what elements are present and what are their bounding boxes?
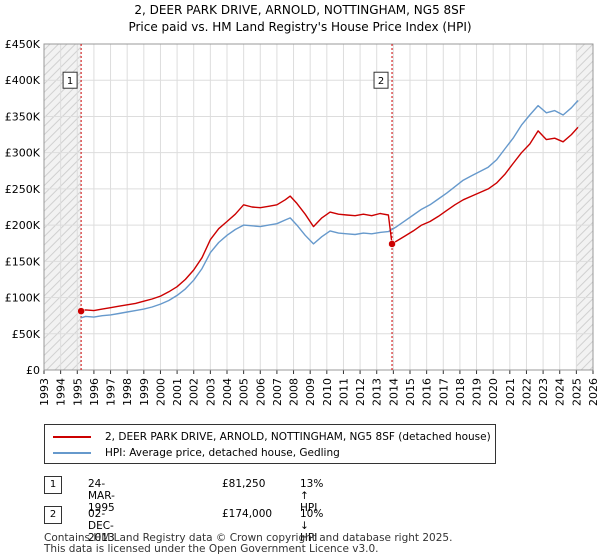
sale-label: 2 (378, 76, 384, 87)
x-tick-label: 2003 (204, 378, 217, 406)
legend-item-hpi: HPI: Average price, detached house, Gedl… (53, 445, 340, 461)
x-tick-label: 2018 (454, 378, 467, 406)
footer-license: This data is licensed under the Open Gov… (44, 543, 379, 555)
x-tick-label: 2017 (437, 378, 450, 406)
x-tick-label: 2019 (471, 378, 484, 406)
y-tick-label: £150K (5, 255, 41, 268)
transaction-price: £174,000 (222, 508, 273, 520)
plot-border (43, 43, 594, 371)
x-tick-label: 2005 (238, 378, 251, 406)
y-tick-label: £0 (26, 364, 40, 377)
transaction-date: 02-DEC-2013 (88, 508, 115, 544)
plot-area (44, 44, 593, 370)
x-tick-label: 1995 (71, 378, 84, 406)
x-tick-label: 2000 (154, 378, 167, 406)
x-tick-label: 2016 (421, 378, 434, 406)
sale-label: 1 (67, 76, 73, 87)
x-tick-label: 2015 (404, 378, 417, 406)
y-tick-label: £250K (5, 183, 41, 196)
x-tick-label: 2021 (504, 378, 517, 406)
footer-copyright: Contains HM Land Registry data © Crown c… (44, 532, 453, 544)
chart-title: 2, DEER PARK DRIVE, ARNOLD, NOTTINGHAM, … (134, 3, 466, 17)
sale-point (77, 307, 85, 315)
x-tick-label: 2001 (171, 378, 184, 406)
x-tick-label: 2002 (188, 378, 201, 406)
chart-subtitle: Price paid vs. HM Land Registry's House … (128, 20, 472, 34)
x-tick-label: 2010 (321, 378, 334, 406)
x-tick-label: 2007 (271, 378, 284, 406)
y-tick-label: £200K (5, 219, 41, 232)
sale-label-box (62, 71, 78, 89)
x-tick-label: 1993 (38, 378, 51, 406)
sale-label-box (373, 71, 389, 89)
x-tick-label: 2006 (254, 378, 267, 406)
x-tick-label: 1998 (121, 378, 134, 406)
y-tick-label: £50K (12, 328, 41, 341)
y-tick-label: £450K (5, 38, 41, 51)
x-tick-label: 2011 (337, 378, 350, 406)
transaction-marker: 1 (44, 476, 62, 494)
chart-legend: 2, DEER PARK DRIVE, ARNOLD, NOTTINGHAM, … (44, 424, 496, 464)
transaction-date: 24-MAR-1995 (88, 478, 115, 514)
x-tick-label: 2022 (520, 378, 533, 406)
y-tick-label: £100K (5, 292, 41, 305)
transaction-price: £81,250 (222, 478, 266, 490)
y-tick-label: £350K (5, 110, 41, 123)
x-tick-label: 2004 (221, 378, 234, 406)
legend-label-hpi: HPI: Average price, detached house, Gedl… (105, 447, 340, 459)
price-chart: £0 £50K £100K £150K £200K £250K £300K £350K £400… (5, 38, 600, 406)
series-line-property (80, 126, 579, 312)
transaction-marker: 2 (44, 506, 62, 524)
legend-swatch-hpi (53, 452, 91, 454)
x-tick-label: 1997 (105, 378, 118, 406)
x-tick-label: 2013 (371, 378, 384, 406)
x-tick-label: 2025 (570, 378, 583, 406)
x-tick-label: 2020 (487, 378, 500, 406)
x-tick-label: 2012 (354, 378, 367, 406)
legend-swatch-property (53, 436, 91, 438)
x-tick-label: 2024 (554, 378, 567, 406)
shaded-region (576, 44, 593, 370)
y-tick-label: £400K (5, 74, 41, 87)
series-line-hpi (80, 100, 579, 319)
x-tick-label: 2009 (304, 378, 317, 406)
x-tick-label: 1999 (138, 378, 151, 406)
x-tick-label: 2008 (288, 378, 301, 406)
legend-item-property: 2, DEER PARK DRIVE, ARNOLD, NOTTINGHAM, … (53, 429, 491, 445)
legend-label-property: 2, DEER PARK DRIVE, ARNOLD, NOTTINGHAM, … (105, 431, 491, 443)
x-tick-label: 1994 (55, 378, 68, 406)
shaded-region (44, 44, 82, 370)
x-tick-label: 2023 (537, 378, 550, 406)
x-tick-label: 2026 (587, 378, 600, 406)
y-tick-label: £300K (5, 147, 41, 160)
x-tick-label: 1996 (88, 378, 101, 406)
x-tick-label: 2014 (387, 378, 400, 406)
transaction-hpi: 10% ↓ HPI (300, 508, 324, 544)
transaction-hpi: 13% ↑ HPI (300, 478, 324, 514)
sale-point (388, 240, 396, 248)
